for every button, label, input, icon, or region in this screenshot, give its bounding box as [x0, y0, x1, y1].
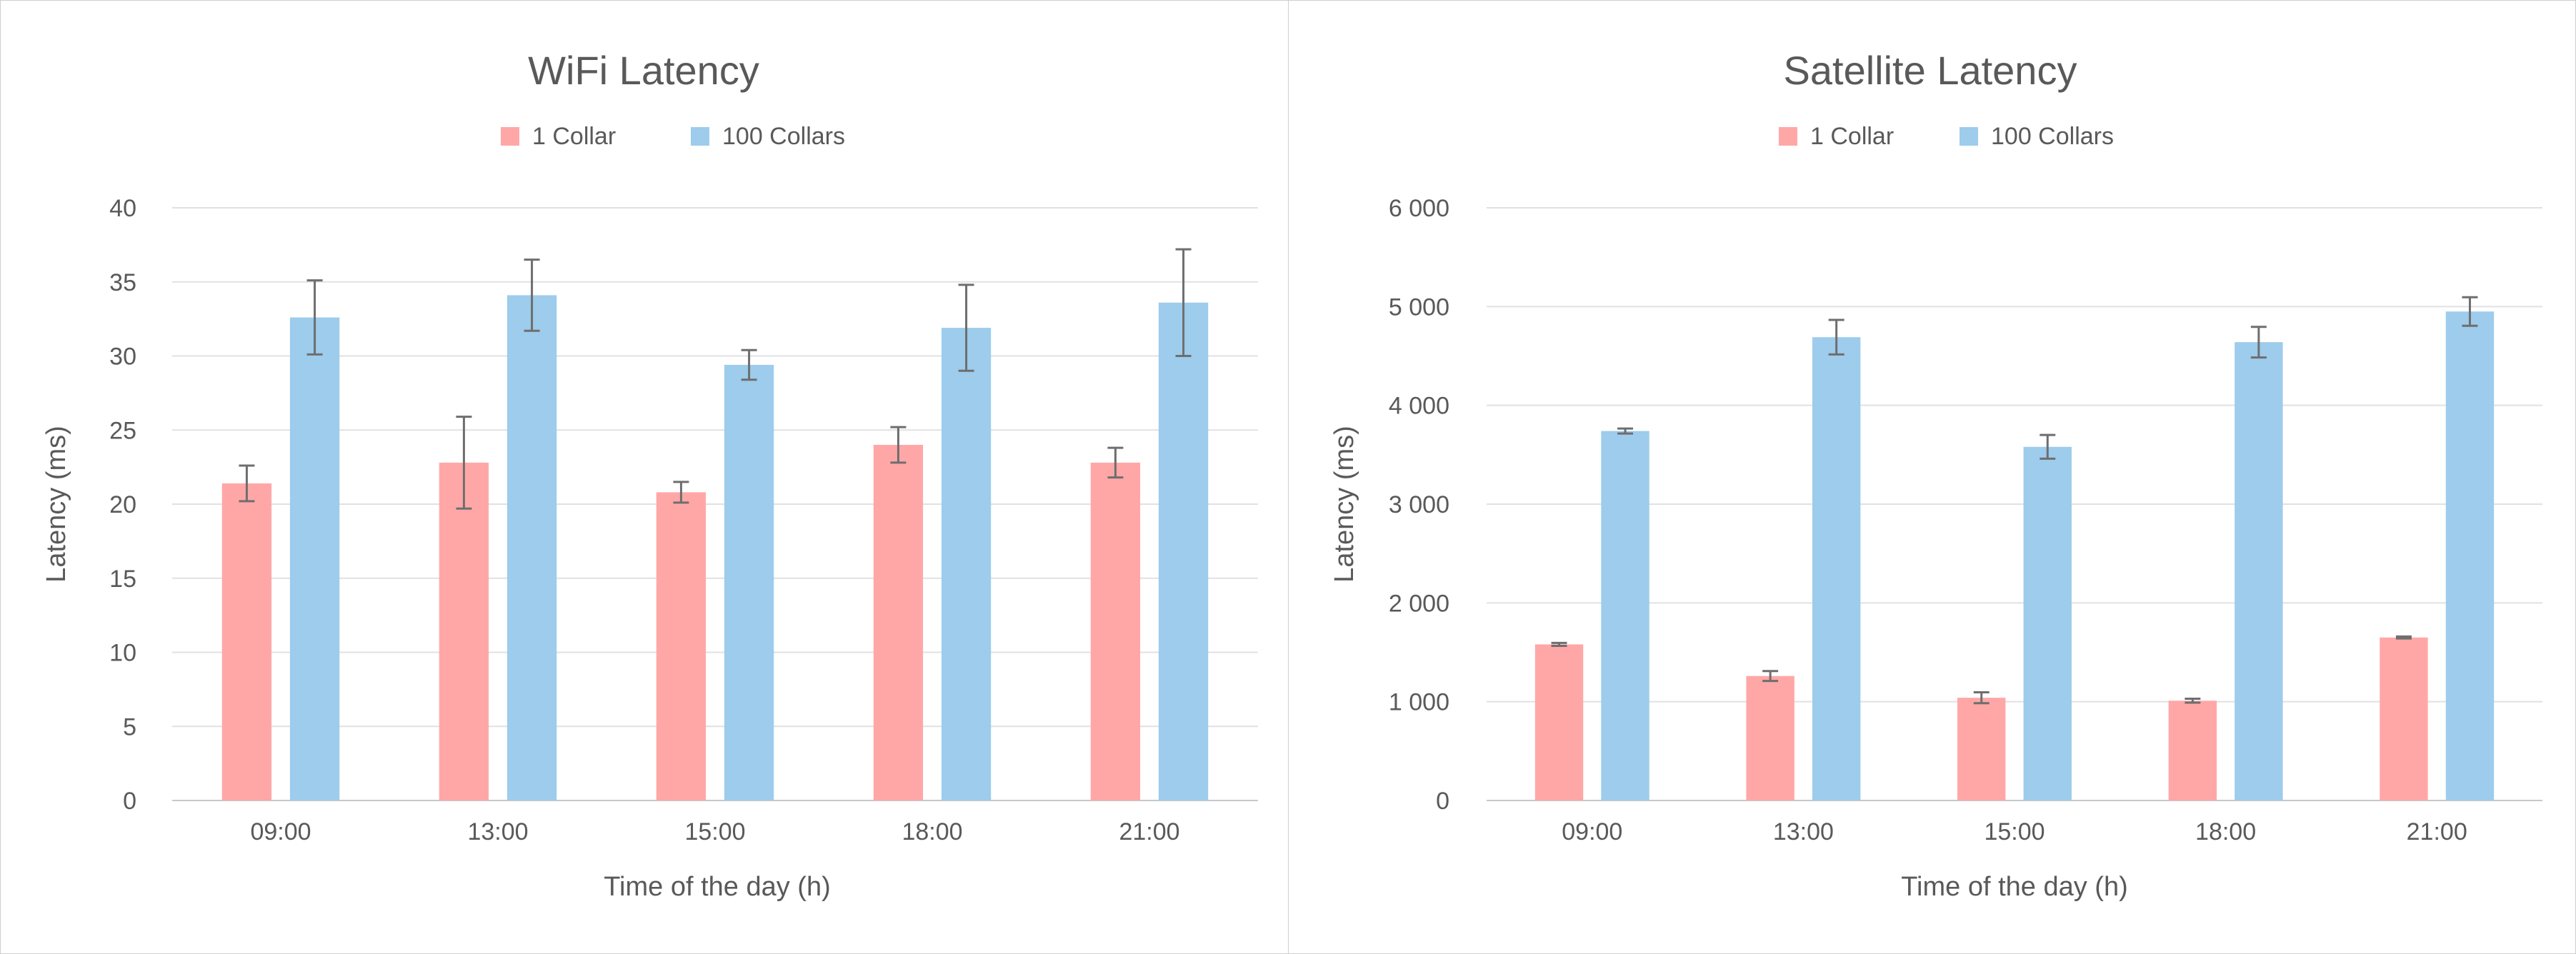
chart-title: Satellite Latency: [1784, 48, 2077, 93]
error-bar-1-collar-09-00: [1551, 641, 1567, 648]
y-tick-label: 2 000: [1389, 590, 1449, 617]
y-tick-label: 35: [109, 269, 136, 296]
error-bar-100-collars-09-00: [1617, 427, 1634, 435]
y-tick-label: 10: [109, 640, 136, 667]
error-bar-100-collars-13-00: [1828, 318, 1844, 356]
bar-100-collars-09-00: [1601, 431, 1649, 800]
legend-label-1-collar: 1 Collar: [1810, 123, 1894, 150]
legend-label-100-collars: 100 Collars: [722, 123, 845, 150]
y-tick-label: 6 000: [1389, 195, 1449, 222]
error-bar-1-collar-13-00: [456, 416, 472, 510]
x-tick-label: 21:00: [2407, 818, 2467, 845]
y-tick-label: 0: [123, 788, 136, 815]
error-bar-100-collars-21-00: [2462, 296, 2478, 327]
panel-divider: [1288, 1, 1289, 953]
error-bar-100-collars-15-00: [741, 348, 757, 381]
chart-title: WiFi Latency: [528, 48, 759, 93]
error-bar-100-collars-18-00: [958, 283, 974, 372]
error-bar-100-collars-09-00: [306, 279, 323, 356]
legend-swatch-100-collars: [691, 127, 709, 146]
bar-1-collar-21-00: [2380, 637, 2428, 800]
bar-100-collars-15-00: [724, 364, 774, 800]
x-tick-label: 13:00: [1773, 818, 1834, 845]
legend-swatch-1-collar: [501, 127, 519, 146]
y-tick-label: 15: [109, 566, 136, 593]
error-bar-1-collar-21-00: [1107, 446, 1124, 479]
bar-100-collars-13-00: [1812, 337, 1861, 800]
y-tick-label: 40: [109, 195, 136, 222]
bar-1-collar-13-00: [439, 462, 489, 800]
y-tick-label: 5: [123, 713, 136, 740]
legend-label-100-collars: 100 Collars: [1991, 123, 2114, 150]
bar-100-collars-21-00: [2445, 311, 2495, 800]
bar-1-collar-18-00: [873, 445, 924, 800]
error-bar-1-collar-18-00: [890, 426, 907, 464]
error-bar-1-collar-15-00: [673, 481, 689, 504]
bar-1-collar-21-00: [1090, 462, 1141, 800]
x-tick-label: 09:00: [1562, 818, 1622, 845]
satellite-latency-chart: Satellite Latency 1 Collar 100 Collars 0 1 0…: [1329, 48, 2542, 902]
x-tick-label: 09:00: [250, 818, 311, 845]
bar-100-collars-13-00: [506, 295, 557, 800]
error-bar-1-collar-13-00: [1762, 670, 1779, 683]
y-tick-label: 5 000: [1389, 293, 1449, 321]
bar-100-collars-09-00: [289, 317, 340, 800]
error-bar-1-collar-21-00: [2395, 635, 2412, 640]
y-tick-label: 1 000: [1389, 689, 1449, 716]
y-tick-label: 30: [109, 343, 136, 371]
bar-1-collar-09-00: [1534, 644, 1584, 800]
x-axis-title: Time of the day (h): [1901, 872, 2128, 902]
x-axis-title: Time of the day (h): [604, 872, 831, 902]
bar-1-collar-13-00: [1746, 676, 1794, 800]
bar-1-collar-15-00: [656, 492, 707, 800]
error-bar-1-collar-18-00: [2185, 698, 2201, 704]
error-bar-1-collar-09-00: [239, 464, 255, 503]
bar-1-collar-09-00: [221, 483, 272, 800]
y-tick-label: 25: [109, 417, 136, 444]
bar-100-collars-15-00: [2023, 446, 2072, 800]
x-tick-label: 18:00: [2195, 818, 2256, 845]
legend-swatch-1-collar: [1779, 127, 1797, 146]
error-bar-100-collars-15-00: [2040, 433, 2056, 460]
x-tick-label: 13:00: [467, 818, 528, 845]
bar-100-collars-18-00: [941, 328, 992, 800]
x-tick-label: 21:00: [1119, 818, 1179, 845]
error-bar-100-collars-13-00: [524, 258, 540, 332]
y-tick-label: 0: [1436, 788, 1449, 815]
wifi-latency-chart: WiFi Latency 1 Collar 100 Collars 0 5 10 15 20 2…: [41, 48, 1258, 902]
x-tick-label: 15:00: [1984, 818, 2045, 845]
wifi-latency-panel: WiFi Latency 1 Collar 100 Collars 0 5 10 15 20 2…: [1, 1, 1288, 953]
y-tick-label: 20: [109, 491, 136, 518]
satellite-latency-panel: Satellite Latency 1 Collar 100 Collars 0 1 0…: [1289, 1, 2575, 953]
error-bar-1-collar-15-00: [1973, 691, 1990, 705]
y-tick-label: 3 000: [1389, 491, 1449, 518]
y-axis-title: Latency (ms): [1329, 426, 1359, 583]
x-tick-label: 15:00: [684, 818, 745, 845]
bar-100-collars-18-00: [2235, 342, 2283, 801]
legend-swatch-100-collars: [1960, 127, 1978, 146]
x-tick-label: 18:00: [902, 818, 962, 845]
error-bar-100-collars-21-00: [1175, 248, 1192, 357]
bar-100-collars-21-00: [1158, 302, 1209, 800]
bar-1-collar-18-00: [2168, 701, 2217, 800]
legend-label-1-collar: 1 Collar: [532, 123, 616, 150]
error-bar-100-collars-18-00: [2250, 326, 2267, 359]
y-tick-label: 4 000: [1389, 393, 1449, 420]
y-axis-title: Latency (ms): [41, 426, 71, 583]
bar-1-collar-15-00: [1957, 698, 2006, 800]
